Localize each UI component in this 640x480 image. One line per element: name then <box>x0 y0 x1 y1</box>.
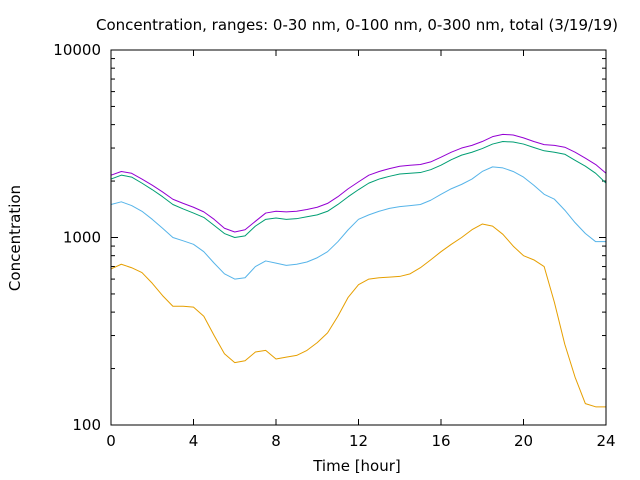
y-tick-label: 10000 <box>53 41 101 59</box>
y-tick-label: 100 <box>72 416 101 434</box>
x-tick-label: 24 <box>596 432 615 450</box>
x-tick-label: 16 <box>431 432 450 450</box>
x-tick-label: 20 <box>514 432 533 450</box>
x-tick-label: 12 <box>349 432 368 450</box>
y-tick-label: 1000 <box>63 229 101 247</box>
series-line-1 <box>110 223 606 408</box>
x-axis-label: Time [hour] <box>312 457 401 475</box>
y-axis-label: Concentration <box>6 185 24 291</box>
series-line-4 <box>110 133 607 233</box>
series-line-2 <box>110 166 606 280</box>
plot-frame <box>110 49 607 426</box>
chart-title: Concentration, ranges: 0-30 nm, 0-100 nm… <box>96 16 618 34</box>
x-tick-label: 0 <box>106 432 116 450</box>
series-line-3 <box>110 141 607 238</box>
x-tick-label: 8 <box>271 432 281 450</box>
x-tick-label: 4 <box>189 432 199 450</box>
